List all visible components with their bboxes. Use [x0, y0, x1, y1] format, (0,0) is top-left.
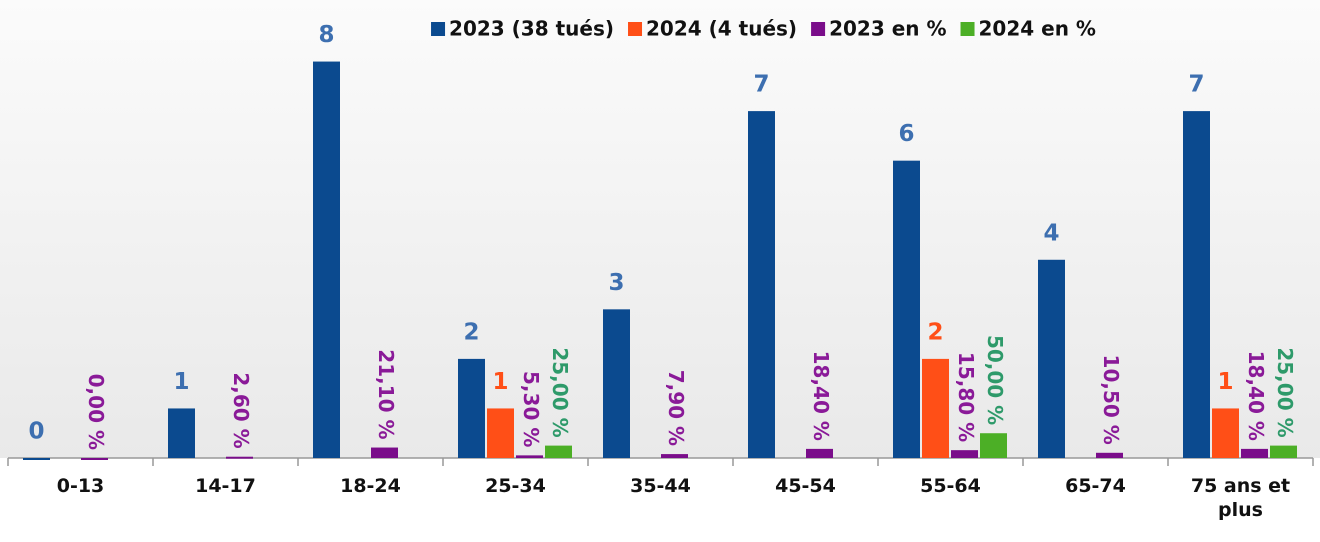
value-label: 7	[753, 72, 769, 98]
bar	[1038, 259, 1065, 458]
bar	[893, 160, 920, 458]
bar	[545, 445, 572, 458]
legend-swatch	[960, 22, 975, 36]
bar	[603, 309, 630, 458]
legend-item: 2023 (38 tués)	[431, 17, 614, 41]
bar	[1270, 445, 1297, 458]
value-label: 4	[1043, 220, 1059, 246]
bar	[922, 358, 949, 458]
value-label: 2	[463, 319, 479, 345]
value-label: 18,40 %	[809, 351, 833, 441]
bar	[1212, 408, 1239, 458]
value-label: 5,30 %	[519, 371, 543, 447]
x-label-box: 75 ans et plus	[1190, 475, 1291, 521]
value-label: 25,00 %	[1273, 347, 1297, 437]
value-label: 25,00 %	[548, 347, 572, 437]
bar	[23, 458, 50, 460]
x-tick-label: 65-74	[1065, 475, 1126, 497]
value-label: 18,40 %	[1244, 351, 1268, 441]
value-label: 0	[28, 419, 44, 445]
bar	[313, 61, 340, 459]
value-label: 2	[927, 319, 943, 345]
legend-swatch	[628, 22, 643, 36]
bar	[458, 358, 485, 458]
x-label-box: 0-13	[56, 475, 105, 497]
value-label: 10,50 %	[1099, 355, 1123, 445]
x-tick-label: 18-24	[340, 475, 401, 497]
legend-item: 2024 en %	[960, 17, 1096, 41]
legend-label: 2024 en %	[979, 17, 1096, 41]
bar	[980, 433, 1007, 458]
bar	[1241, 448, 1268, 458]
x-tick-label: 55-64	[920, 475, 981, 497]
bar	[1183, 111, 1210, 458]
bar	[661, 454, 688, 458]
bar	[226, 456, 253, 459]
value-label: 7,90 %	[664, 370, 688, 446]
value-label: 0,00 %	[84, 374, 108, 450]
bar	[1096, 452, 1123, 458]
x-label-box: 14-17	[195, 475, 256, 497]
value-label: 15,80 %	[954, 352, 978, 442]
bar	[371, 447, 398, 458]
value-label: 8	[318, 22, 334, 48]
x-label-box: 55-64	[920, 475, 981, 497]
legend-swatch	[811, 22, 826, 36]
legend-label: 2024 (4 tués)	[646, 17, 797, 41]
value-label: 2,60 %	[229, 372, 253, 448]
x-label-box: 65-74	[1065, 475, 1126, 497]
x-tick-label: 0-13	[56, 475, 105, 497]
value-label: 1	[1217, 369, 1233, 395]
x-tick-label: 75 ans et plus	[1190, 475, 1291, 521]
x-label-box: 45-54	[775, 475, 836, 497]
bar	[748, 111, 775, 458]
x-label-box: 35-44	[630, 475, 691, 497]
bar	[951, 450, 978, 458]
x-tick-label: 45-54	[775, 475, 836, 497]
x-label-box: 18-24	[340, 475, 401, 497]
value-label: 6	[898, 121, 914, 147]
legend-item: 2024 (4 tués)	[628, 17, 797, 41]
bar	[806, 448, 833, 458]
value-label: 7	[1188, 72, 1204, 98]
x-tick-label: 35-44	[630, 475, 691, 497]
bar	[487, 408, 514, 458]
legend-label: 2023 en %	[829, 17, 946, 41]
value-label: 21,10 %	[374, 349, 398, 439]
value-label: 1	[173, 369, 189, 395]
value-label: 3	[608, 270, 624, 296]
legend-label: 2023 (38 tués)	[449, 17, 614, 41]
plot-background	[0, 0, 1320, 458]
x-label-box: 25-34	[485, 475, 546, 497]
value-label: 50,00 %	[983, 335, 1007, 425]
bar	[168, 408, 195, 458]
legend-item: 2023 en %	[811, 17, 947, 41]
legend-swatch	[431, 22, 446, 36]
x-tick-label: 14-17	[195, 475, 256, 497]
x-tick-label: 25-34	[485, 475, 546, 497]
bar	[516, 455, 543, 458]
value-label: 1	[492, 369, 508, 395]
bar	[81, 458, 108, 460]
